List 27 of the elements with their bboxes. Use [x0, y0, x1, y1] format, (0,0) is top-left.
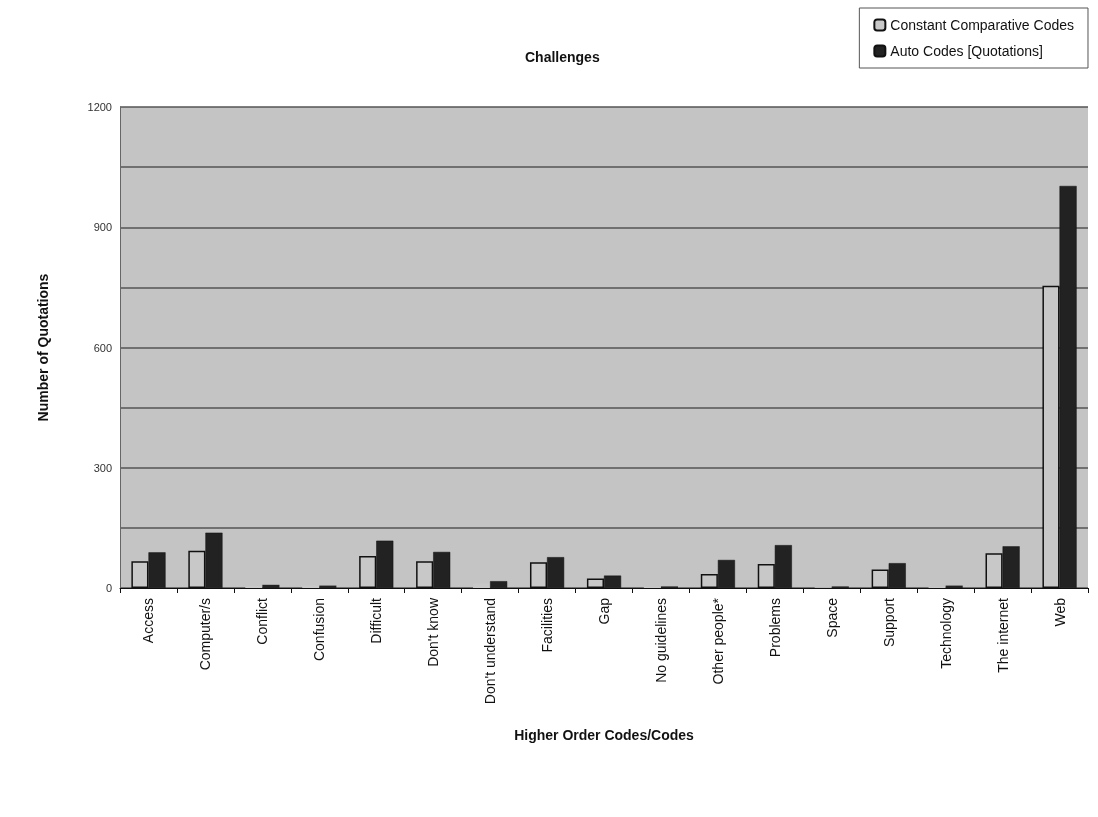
x-tick-label: Computer/s: [197, 598, 214, 671]
y-axis-title: Number of Quotations: [35, 273, 51, 422]
x-tick-label: Gap: [596, 597, 612, 625]
x-tick-label: Web: [1051, 597, 1068, 627]
x-tick-label: Problems: [766, 598, 783, 658]
x-tick-label: Don't know: [425, 597, 442, 667]
y-tick-label: 0: [105, 582, 112, 594]
x-axis-title: Higher Order Codes/Codes: [514, 727, 695, 743]
x-tick-label: Don't understand: [482, 598, 499, 705]
x-tick-label: Conflict: [254, 597, 271, 645]
x-tick-label: Access: [140, 598, 157, 644]
chart-title: Challenges: [525, 49, 600, 65]
legend-label: Constant Comparative Codes: [890, 17, 1075, 33]
y-tick-label: 600: [93, 341, 112, 354]
x-tick-label: Other people*: [709, 597, 726, 685]
x-tick-label: No guidelines: [652, 598, 669, 683]
x-tick-label: Space: [823, 597, 840, 638]
y-tick-label: 300: [93, 461, 112, 474]
y-tick-label: 900: [93, 221, 112, 234]
x-tick-label: Difficult: [368, 597, 385, 644]
x-tick-label: Support: [880, 597, 897, 648]
legend-label: Auto Codes [Quotations]: [890, 43, 1043, 59]
x-tick-label: Technology: [937, 598, 954, 669]
y-tick-label: 1200: [87, 101, 112, 113]
x-tick-label: The internet: [994, 597, 1011, 673]
x-tick-label: Confusion: [311, 598, 328, 662]
x-tick-label: Facilities: [539, 598, 556, 653]
